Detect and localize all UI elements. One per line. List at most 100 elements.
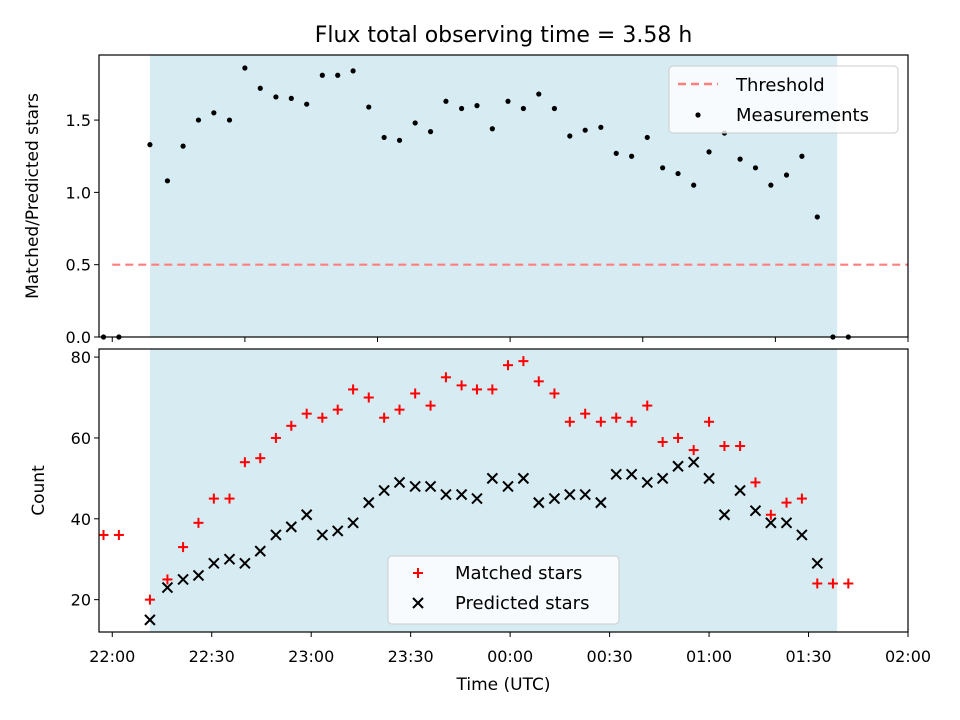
x-stroke-b [440, 488, 452, 501]
matched-star-point [580, 408, 591, 419]
x-stroke-b [161, 581, 174, 594]
predicted-star-point [347, 517, 359, 529]
measurement-point [675, 170, 681, 177]
time-x-ticks: 22:00 22:30 23:00 23:30 00:00 00:30 01:00 01:30… [89, 632, 931, 666]
matched-star-point [781, 497, 792, 508]
matched-star-point [239, 457, 250, 468]
matched-star-point [224, 493, 235, 504]
x-tick-label: 23:30 [388, 647, 434, 666]
x-stroke-b [610, 468, 622, 481]
measurement-point [273, 94, 279, 100]
x-stroke-b [687, 456, 700, 468]
measurement-point [814, 214, 820, 220]
x-stroke-b [734, 484, 746, 497]
count-axes-frame [98, 348, 909, 633]
x-tick-label: 01:00 [686, 647, 732, 666]
predicted-star-point [533, 496, 545, 509]
predicted-star-point [300, 509, 313, 521]
measurement-point [691, 182, 697, 188]
legend-matched-label: Matched stars [455, 563, 582, 584]
matched-star-point [348, 384, 359, 395]
ratio-y-axis-label: Matched/Predicted stars [23, 93, 43, 299]
matched-star-point [657, 436, 668, 447]
predicted-star-point [796, 529, 808, 541]
measurement-point [211, 110, 217, 116]
measurement-point [396, 137, 403, 143]
matched-star-point [533, 376, 544, 387]
measurement-point [304, 101, 310, 107]
matched-star-point [518, 356, 529, 367]
x-stroke-b [347, 517, 359, 529]
count-legend: Matched stars Predicted stars [387, 555, 620, 625]
predicted-star-point [270, 529, 282, 541]
measurement-point [366, 104, 372, 110]
matched-star-point [843, 578, 854, 589]
measurement-point [629, 153, 635, 159]
measurement-point [335, 72, 341, 78]
matched-star-point [255, 453, 266, 464]
y-tick-label: 40 [71, 510, 91, 529]
x-stroke-b [424, 480, 437, 493]
x-stroke-b [455, 488, 468, 501]
measurement-point [582, 127, 588, 133]
matched-star-point [673, 432, 684, 443]
x-stroke-b [223, 553, 236, 565]
matched-star-point [98, 529, 109, 540]
predicted-star-point [656, 472, 669, 485]
x-stroke-b [672, 460, 684, 472]
x-stroke-b [316, 529, 329, 541]
measurement-point [752, 165, 759, 171]
measurement-point [536, 91, 542, 97]
matched-star-point [812, 578, 823, 589]
legend-matched-swatch [413, 568, 423, 578]
measurement-point [180, 143, 186, 149]
y-tick-label: 20 [71, 591, 91, 610]
ratio-y-ticks: 0.0 0.5 1.0 1.5 [66, 111, 99, 347]
measurement-point [799, 153, 805, 159]
measurement-point [505, 98, 511, 104]
measurement-point [257, 85, 263, 91]
x-stroke-b [579, 488, 591, 501]
predicted-star-point [749, 505, 762, 517]
count-panel: Count Time (UTC) 20 40 60 80 22:00 22:30 23:0… [29, 348, 931, 695]
legend-box [668, 65, 899, 134]
matched-star-point [564, 416, 575, 427]
x-tick-label: 00:00 [487, 647, 533, 666]
measurement-point [737, 156, 743, 162]
x-tick-label: 23:00 [288, 647, 334, 666]
y-tick-label: 0.0 [66, 328, 91, 347]
x-stroke-b [533, 496, 545, 509]
ratio-axes-frame [98, 54, 909, 338]
measurement-point [288, 95, 294, 101]
measurement-point [706, 149, 712, 155]
ratio-legend: Threshold Measurements [668, 65, 899, 134]
predicted-star-point [332, 525, 344, 537]
y-tick-label: 0.5 [66, 256, 91, 275]
predicted-star-point [517, 472, 530, 485]
predicted-star-point [765, 517, 777, 529]
x-stroke-b [641, 476, 653, 489]
measurement-point [783, 172, 790, 178]
measurement-point [147, 142, 153, 148]
x-stroke-b [796, 529, 808, 541]
predicted-star-point [687, 456, 700, 468]
matched-star-point [626, 416, 637, 427]
x-stroke-b [703, 472, 715, 485]
measurement-point [195, 117, 202, 123]
x-stroke-b [412, 597, 424, 609]
matched-star-point [440, 372, 451, 383]
matched-star-point [286, 420, 297, 431]
matched-star-point [113, 529, 124, 540]
matched-star-point [270, 432, 281, 443]
x-stroke-b [270, 529, 282, 541]
y-tick-label: 80 [71, 348, 91, 367]
matched-star-point [144, 594, 155, 605]
y-tick-label: 1.5 [66, 111, 91, 130]
predicted-star-point [144, 614, 156, 626]
x-stroke-b [595, 496, 607, 509]
x-stroke-b [749, 505, 762, 517]
matched-star-point [471, 384, 482, 395]
predicted-star-point [548, 492, 561, 505]
x-stroke-b [625, 468, 638, 481]
